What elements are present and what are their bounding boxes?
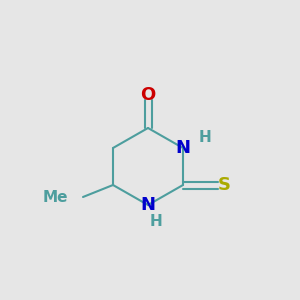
Text: N: N <box>176 139 190 157</box>
Text: Me: Me <box>43 190 68 205</box>
Text: S: S <box>218 176 230 194</box>
Text: H: H <box>150 214 162 230</box>
Text: N: N <box>140 196 155 214</box>
Text: H: H <box>199 130 212 146</box>
Text: O: O <box>140 86 156 104</box>
